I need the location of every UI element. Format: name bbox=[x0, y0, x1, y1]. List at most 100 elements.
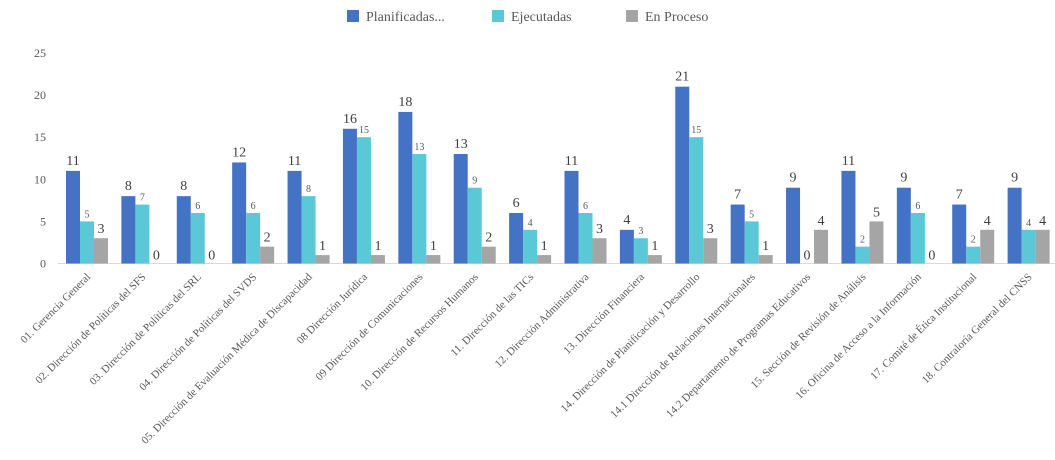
legend-swatch-1 bbox=[492, 10, 504, 22]
bar-2-9 bbox=[592, 238, 607, 264]
data-label-0-12: 7 bbox=[734, 188, 741, 203]
bar-1-11 bbox=[689, 137, 704, 264]
data-label-1-11: 15 bbox=[691, 125, 701, 136]
y-tick-label: 10 bbox=[34, 172, 46, 186]
x-category-label: 03. Dirección de Políticas del SRL bbox=[87, 271, 204, 388]
bar-2-7 bbox=[481, 246, 496, 264]
x-category-label: 15. Sección de Revisión de Análisis bbox=[749, 271, 869, 391]
data-label-1-0: 5 bbox=[85, 209, 90, 220]
bar-2-12 bbox=[758, 255, 773, 264]
bar-2-16 bbox=[980, 229, 995, 264]
data-label-2-6: 1 bbox=[430, 239, 437, 254]
bar-1-5 bbox=[356, 137, 371, 264]
data-label-2-17: 4 bbox=[1039, 214, 1046, 229]
data-label-0-9: 11 bbox=[565, 154, 578, 169]
bar-1-9 bbox=[578, 212, 593, 264]
bar-1-15 bbox=[910, 212, 925, 264]
bar-1-17 bbox=[1021, 229, 1036, 264]
y-tick-label: 5 bbox=[40, 214, 46, 228]
bar-0-7 bbox=[453, 154, 468, 264]
data-label-1-12: 5 bbox=[749, 209, 754, 220]
data-label-1-7: 9 bbox=[472, 176, 477, 187]
data-label-0-14: 11 bbox=[842, 154, 855, 169]
bar-1-16 bbox=[966, 246, 981, 264]
data-label-0-17: 9 bbox=[1011, 171, 1018, 186]
bar-2-8 bbox=[537, 255, 552, 264]
data-label-2-12: 1 bbox=[762, 239, 769, 254]
data-label-2-4: 1 bbox=[319, 239, 326, 254]
data-label-2-15: 0 bbox=[928, 249, 935, 264]
data-label-0-5: 16 bbox=[343, 112, 357, 127]
x-category-label: 17. Comité de Ética Institucional bbox=[868, 271, 979, 382]
bar-0-14 bbox=[841, 170, 856, 264]
legend-swatch-0 bbox=[347, 10, 359, 22]
bar-0-8 bbox=[509, 212, 524, 264]
data-label-2-0: 3 bbox=[98, 222, 105, 237]
bar-1-2 bbox=[190, 212, 205, 264]
data-label-2-2: 0 bbox=[208, 249, 215, 264]
data-label-1-17: 4 bbox=[1026, 218, 1031, 229]
data-label-1-5: 15 bbox=[359, 125, 369, 136]
data-label-1-6: 13 bbox=[414, 142, 424, 153]
data-label-0-10: 4 bbox=[623, 213, 630, 228]
bars: 1153870860126211811615118131139264111634… bbox=[66, 70, 1050, 264]
bar-2-5 bbox=[370, 255, 385, 264]
bar-0-1 bbox=[121, 196, 136, 264]
legend-label-0: Planificadas... bbox=[366, 10, 445, 25]
data-label-2-11: 3 bbox=[707, 222, 714, 237]
bar-1-12 bbox=[744, 221, 759, 264]
bar-0-13 bbox=[786, 187, 801, 264]
data-label-0-13: 9 bbox=[790, 171, 797, 186]
data-label-1-9: 6 bbox=[583, 201, 588, 212]
data-label-0-3: 12 bbox=[232, 145, 246, 160]
data-label-0-4: 11 bbox=[288, 154, 301, 169]
bar-1-3 bbox=[246, 212, 261, 264]
data-label-2-9: 3 bbox=[596, 222, 603, 237]
data-label-2-14: 5 bbox=[873, 205, 880, 220]
data-label-2-5: 1 bbox=[374, 239, 381, 254]
bar-0-16 bbox=[952, 204, 967, 264]
data-label-1-1: 7 bbox=[140, 193, 145, 204]
data-label-1-15: 6 bbox=[915, 201, 920, 212]
bar-0-3 bbox=[232, 162, 247, 264]
bar-2-10 bbox=[647, 255, 662, 264]
bar-1-8 bbox=[523, 229, 538, 264]
data-label-2-13: 4 bbox=[818, 214, 825, 229]
data-label-0-1: 8 bbox=[125, 179, 132, 194]
bar-0-2 bbox=[176, 196, 191, 264]
data-label-0-15: 9 bbox=[900, 171, 907, 186]
data-label-1-3: 6 bbox=[251, 201, 256, 212]
bar-0-15 bbox=[896, 187, 911, 264]
x-category-label: 09 Dirección de Comunicaciones bbox=[313, 271, 425, 383]
y-tick-label: 25 bbox=[34, 46, 46, 60]
x-category-label: 18. Contraloría General del CNSS bbox=[920, 271, 1035, 386]
legend-label-1: Ejecutadas bbox=[511, 10, 572, 25]
data-label-1-2: 6 bbox=[195, 201, 200, 212]
data-label-2-10: 1 bbox=[651, 239, 658, 254]
x-category-label: 12. Dirección Administrativa bbox=[493, 271, 592, 370]
data-label-2-7: 2 bbox=[485, 231, 492, 246]
x-category-label: 02. Dirección de Políticas del SFS bbox=[33, 271, 148, 386]
bar-1-10 bbox=[633, 238, 648, 264]
bar-1-1 bbox=[135, 204, 150, 264]
bar-2-11 bbox=[703, 238, 718, 264]
bar-1-7 bbox=[467, 187, 482, 264]
data-label-0-6: 18 bbox=[398, 95, 412, 110]
data-label-1-4: 8 bbox=[306, 184, 311, 195]
bar-2-6 bbox=[426, 255, 441, 264]
bar-0-4 bbox=[287, 170, 302, 264]
bar-2-3 bbox=[260, 246, 275, 264]
legend-swatch-2 bbox=[626, 10, 638, 22]
data-label-2-16: 4 bbox=[984, 214, 991, 229]
bar-0-17 bbox=[1007, 187, 1022, 264]
data-label-0-7: 13 bbox=[454, 137, 468, 152]
bar-0-10 bbox=[619, 229, 634, 264]
y-tick-label: 0 bbox=[40, 257, 46, 271]
bar-0-11 bbox=[675, 86, 690, 264]
bar-0-6 bbox=[398, 111, 413, 264]
bar-2-14 bbox=[869, 221, 884, 264]
data-label-1-16: 2 bbox=[971, 235, 976, 246]
